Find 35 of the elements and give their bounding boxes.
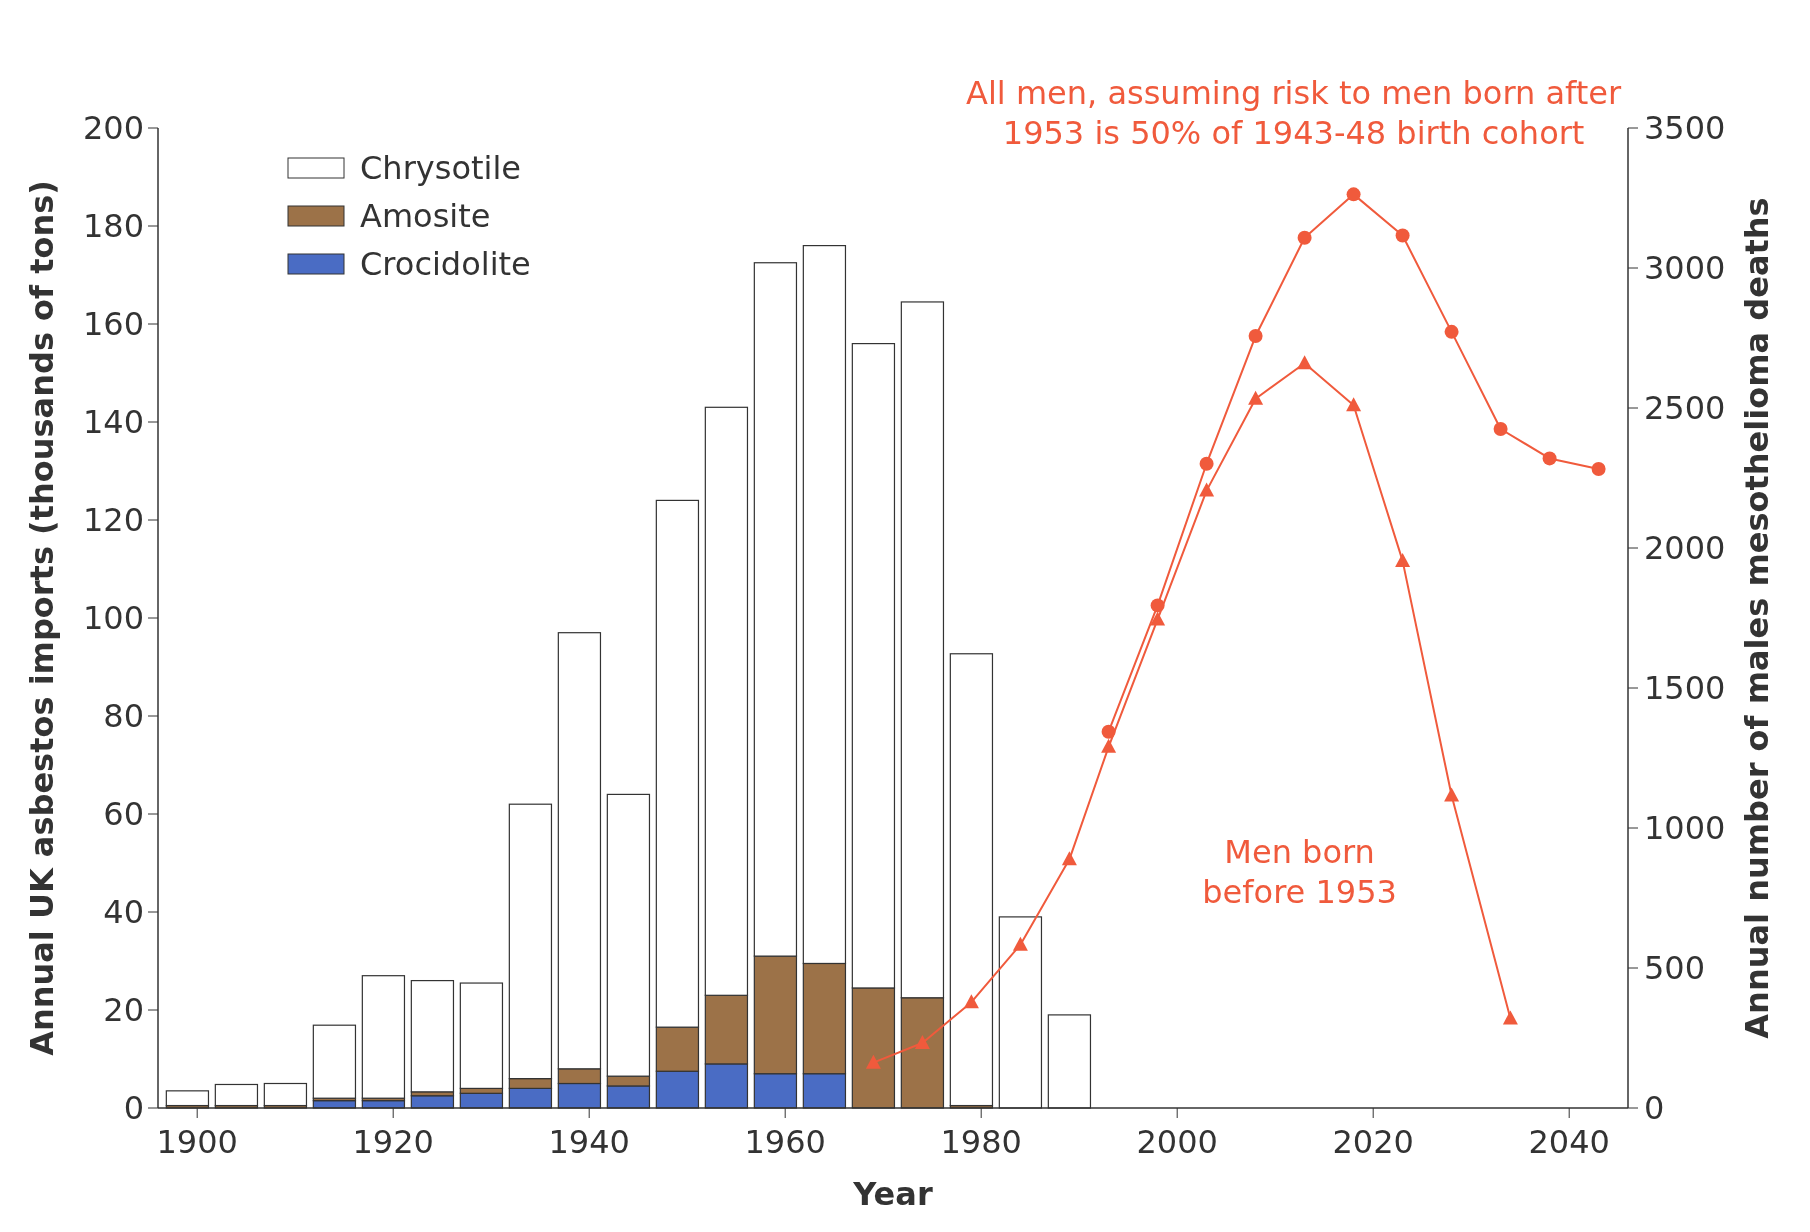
x-tick-label: 1900 [156, 1123, 238, 1161]
y2-tick-label: 1500 [1644, 669, 1726, 707]
x-tick-label: 1920 [352, 1123, 434, 1161]
y-tick-label: 20 [103, 991, 144, 1029]
y2-tick-label: 2000 [1644, 529, 1726, 567]
y-tick-label: 40 [103, 893, 144, 931]
y2-axis-title: Annual number of males mesothelioma deaths [1738, 197, 1776, 1039]
x-tick-label: 2000 [1136, 1123, 1218, 1161]
y2-tick-label: 500 [1644, 949, 1706, 987]
text: All men, assuming risk to men born after 1953 is 50% of 1943-48 birth cohort [966, 74, 1622, 153]
x-tick-label: 1960 [744, 1123, 826, 1161]
y-axis-title: Annual UK asbestos imports (thousands of tons) [23, 180, 61, 1056]
x-tick-label: 2040 [1528, 1123, 1610, 1161]
y2-tick-label: 3500 [1644, 109, 1726, 147]
series-label: Men born before 1953 [1202, 833, 1397, 912]
x-axis-title: Year [852, 1175, 933, 1213]
y-tick-label: 160 [82, 305, 144, 343]
legend-label: Amosite [360, 197, 491, 235]
y2-tick-label: 3000 [1644, 249, 1726, 287]
y-tick-label: 120 [82, 501, 144, 539]
x-tick-label: 1980 [940, 1123, 1022, 1161]
x-tick-label: 1940 [548, 1123, 630, 1161]
y-tick-label: 200 [82, 109, 144, 147]
y-tick-label: 100 [82, 599, 144, 637]
y-tick-label: 60 [103, 795, 144, 833]
y-tick-label: 140 [82, 403, 144, 441]
y2-tick-label: 1000 [1644, 809, 1726, 847]
y-tick-label: 180 [82, 207, 144, 245]
legend-label: Crocidolite [360, 245, 531, 283]
legend-label: Chrysotile [360, 149, 521, 187]
y-tick-label: 0 [123, 1089, 144, 1127]
y2-tick-label: 2500 [1644, 389, 1726, 427]
y2-tick-label: 0 [1644, 1089, 1665, 1127]
x-tick-label: 2020 [1332, 1123, 1414, 1161]
y-tick-label: 80 [103, 697, 144, 735]
